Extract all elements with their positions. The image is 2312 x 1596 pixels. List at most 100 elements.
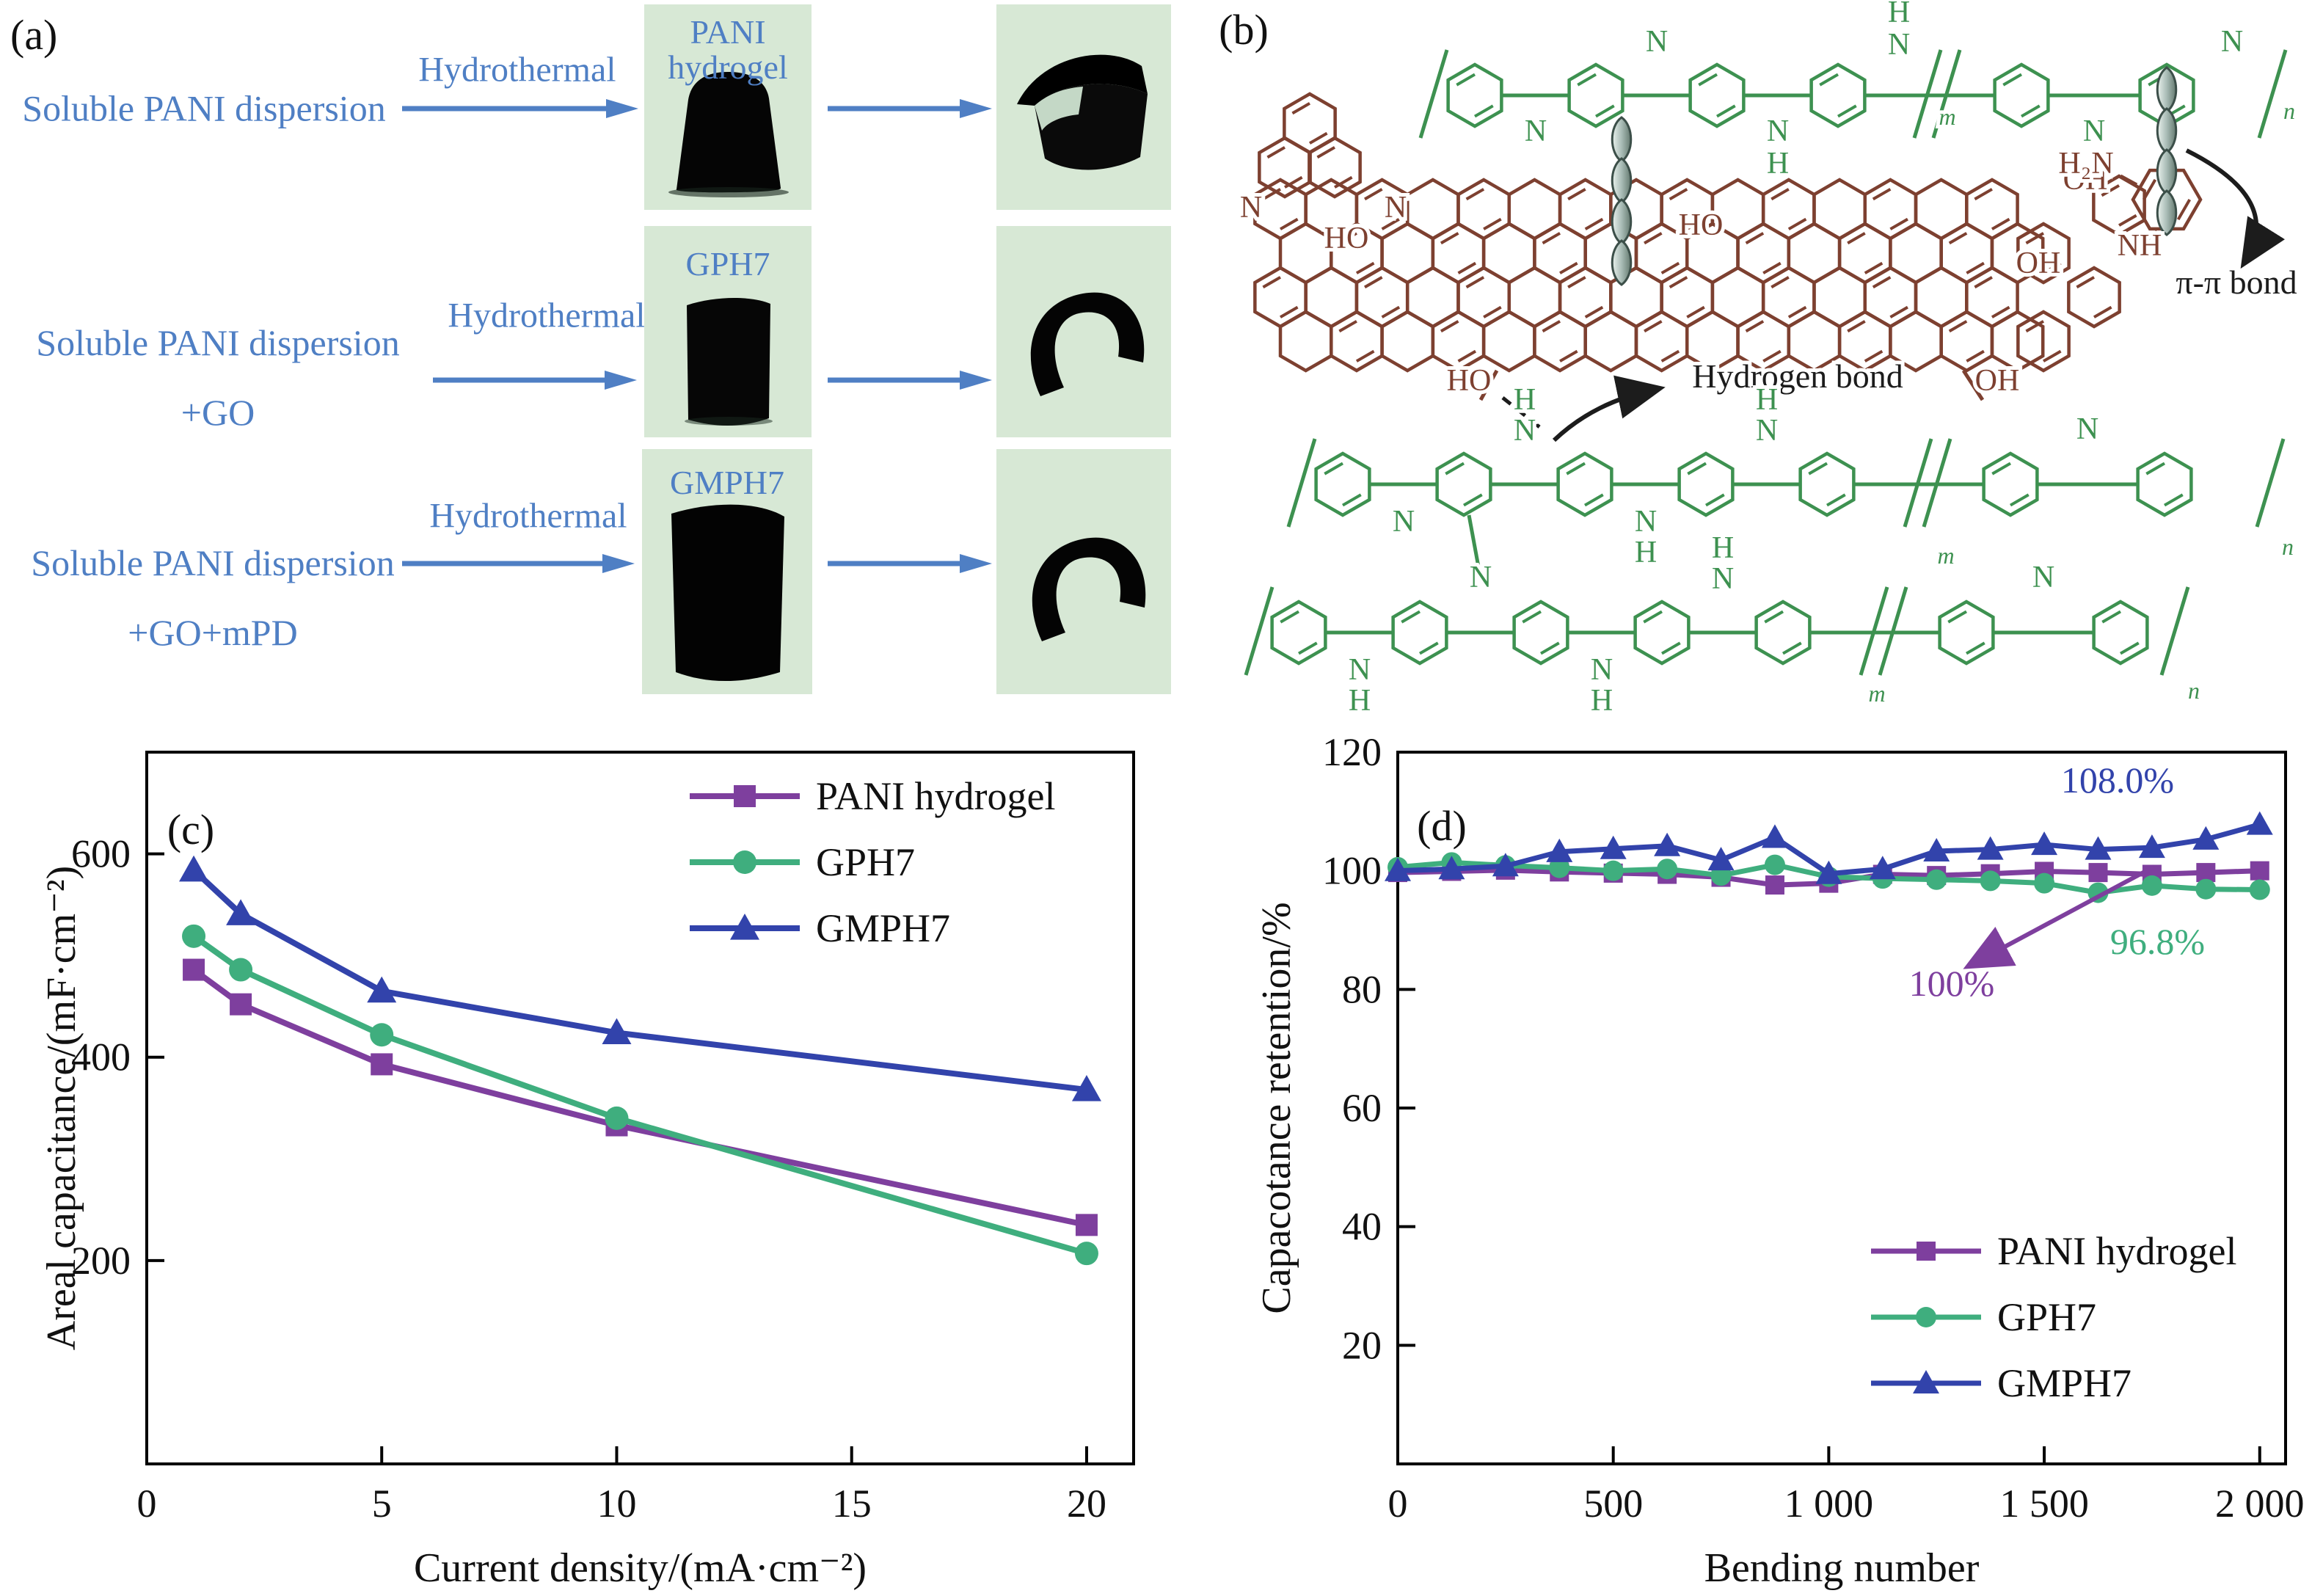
structure-label: HO [1447, 364, 1492, 398]
structure-label: H [1349, 684, 1371, 718]
x-tick-label: 20 [1067, 1482, 1106, 1526]
structure-label: m [1868, 680, 1885, 707]
row1-hydrothermal-label: Hydrothermal [418, 50, 616, 90]
structure-label: N [2032, 561, 2054, 594]
photo-gph7-label: GPH7 [685, 245, 770, 283]
structure-label: Hydrogen bond [1692, 357, 1903, 395]
legend-label: GMPH7 [816, 906, 950, 950]
marker-square [2088, 863, 2108, 883]
row2-source-line2: +GO [180, 392, 255, 433]
y-tick-label: 400 [71, 1035, 131, 1079]
y-axis-title: Areal capacitance/(mF·cm⁻²) [44, 866, 84, 1350]
row1-arrow-2 [828, 99, 992, 118]
marker-triangle [1815, 860, 1842, 884]
structure-label: N [2076, 412, 2098, 446]
marker-circle [229, 958, 253, 982]
legend-label: PANI hydrogel [1997, 1229, 2237, 1273]
y-tick-label: 60 [1342, 1086, 1382, 1130]
legend-label: PANI hydrogel [816, 774, 1056, 818]
structure-label: N [1635, 505, 1657, 539]
legend-label: GPH7 [1997, 1295, 2096, 1339]
structure-label: π-π bond [2176, 263, 2297, 301]
row3-source-label: Soluble PANI dispersion +GO+mPD [31, 528, 394, 668]
gmph7-shape [671, 504, 784, 682]
photo-gmph7: GMPH7 [642, 449, 812, 694]
structure-label: n [2282, 533, 2294, 560]
marker-circle [1549, 857, 1570, 878]
gmph7-bent-film-shape [1032, 537, 1146, 641]
marker-square [1765, 875, 1784, 895]
marker-triangle [367, 976, 397, 1003]
photo-pani-label-line1: PANI [690, 13, 766, 51]
marker-triangle [1923, 837, 1950, 862]
marker-square [371, 1053, 393, 1076]
marker-triangle [1761, 824, 1788, 848]
structure-label: H [1756, 383, 1778, 417]
marker-circle [733, 850, 756, 874]
marker-square [230, 993, 252, 1016]
row3-arrow-1 [402, 554, 635, 573]
photo-gph7: GPH7 [644, 226, 812, 437]
marker-triangle [1977, 836, 2004, 860]
marker-square [2250, 861, 2269, 881]
structure-label: OH [2063, 163, 2108, 197]
marker-circle [1602, 860, 1624, 881]
gph7-bent-film-shape [1030, 292, 1145, 396]
photo-pani-label-line2: hydrogel [668, 48, 788, 87]
row2-source-label: Soluble PANI dispersion +GO [36, 308, 399, 448]
marker-circle [182, 924, 206, 948]
row1-source-label: Soluble PANI dispersion [22, 74, 385, 144]
marker-circle [2141, 875, 2162, 896]
photo-gph7-bent-film [996, 226, 1171, 437]
marker-circle [1074, 1242, 1098, 1266]
series-line-GPH7 [192, 933, 1088, 1257]
structure-label: n [2188, 677, 2200, 704]
marker-circle [1764, 854, 1785, 875]
marker-triangle [1492, 853, 1519, 877]
x-axis-title: Bending number [1704, 1545, 1980, 1591]
marker-triangle [1071, 1075, 1101, 1101]
structure-label: OH [1975, 364, 2020, 398]
marker-square [183, 958, 205, 981]
marker-circle [2249, 879, 2270, 900]
annotation-arrow [1963, 864, 2156, 969]
marker-circle [1916, 1307, 1936, 1327]
photo-gmph7-bent-film [996, 449, 1171, 694]
structure-label: N [1646, 25, 1668, 59]
marker-triangle [2031, 831, 2058, 856]
marker-triangle [2192, 826, 2220, 850]
y-tick-label: 120 [1322, 730, 1382, 774]
row2-hydrothermal-label: Hydrothermal [448, 296, 646, 335]
marker-circle [605, 1106, 629, 1130]
marker-triangle [1913, 1370, 1939, 1394]
structure-label: N [1240, 191, 1262, 225]
marker-square [1917, 1242, 1936, 1261]
marker-triangle [2138, 834, 2165, 859]
y-tick-label: 80 [1342, 967, 1382, 1011]
structure-label: N [1767, 114, 1789, 148]
structure-label: N [1514, 414, 1536, 448]
structure-label: H₂N [2058, 147, 2113, 181]
marker-triangle [2246, 811, 2273, 835]
marker-triangle [1385, 857, 1411, 881]
structure-label: N [1393, 505, 1415, 539]
series-line-GMPH7 [192, 867, 1087, 1093]
marker-triangle [1654, 832, 1681, 856]
marker-triangle [1546, 838, 1573, 862]
marker-triangle [602, 1018, 632, 1045]
structure-label: m [1939, 103, 1955, 130]
y-axis-title: Capacotance retention/% [1254, 902, 1299, 1313]
y-tick-label: 20 [1342, 1323, 1382, 1367]
row1-arrow-1 [402, 99, 638, 118]
row3-source-line1: Soluble PANI dispersion [31, 542, 395, 583]
marker-square [1075, 1214, 1098, 1236]
marker-circle [1657, 859, 1678, 880]
marker-square [734, 785, 756, 807]
marker-circle [2195, 878, 2217, 900]
structure-label: H [1712, 531, 1734, 565]
structure-label: N [1385, 191, 1407, 225]
marker-triangle [1869, 856, 1896, 880]
x-tick-label: 2 000 [2215, 1482, 2305, 1526]
chart-capacitance-retention: 0 500 1 000 1 500 2 000 20 40 60 80 100 120 Bending… [1254, 730, 2305, 1591]
